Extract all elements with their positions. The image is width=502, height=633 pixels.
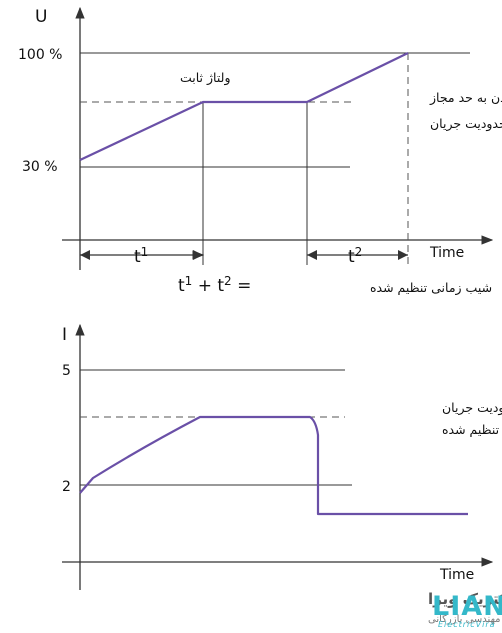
annotation-ramp-time-text: شیب زمانی تنظیم شده xyxy=(370,280,492,296)
annotation-set-limit-1: محدودیت جریان xyxy=(442,400,502,416)
company-logo: لیان الکتریک ویرا شرکت مهندسی بازرگانی L… xyxy=(428,590,502,629)
interval-t1-label: t1 xyxy=(134,245,148,267)
logo-subtitle: شرکت مهندسی بازرگانی xyxy=(428,613,502,625)
interval-t1-arrowhead-right xyxy=(193,250,203,260)
current-x-label: Time xyxy=(439,567,474,583)
voltage-curve xyxy=(79,52,409,161)
current-tick-5: 5 xyxy=(62,363,71,379)
interval-t2-label: t2 xyxy=(348,245,362,267)
interval-t1-arrowhead-left xyxy=(80,250,90,260)
annotation-set-limit-2: تنظیم شده xyxy=(442,422,500,438)
current-tick-2: 2 xyxy=(62,479,71,495)
logo-mark-sub: ElectricVira xyxy=(438,620,496,629)
current-curve xyxy=(79,415,468,516)
annotation-constant-voltage: ولتاژ ثابت xyxy=(180,70,230,86)
annotation-reach-limit-2: محدودیت جریان xyxy=(430,116,502,132)
interval-t2-arrowhead-right xyxy=(398,250,408,260)
voltage-tick-30: 30 % xyxy=(22,159,58,175)
current-chart: I Time 5 2 محدودیت جریان تنظیم شده xyxy=(62,323,502,590)
logo-mark: LIAN xyxy=(432,591,502,622)
voltage-y-label: U xyxy=(35,7,47,27)
annotation-ramp-time-formula: t1 + t2 = xyxy=(178,274,251,296)
annotation-reach-limit-1: رسیدن به حد مجاز xyxy=(429,90,502,106)
current-y-label: I xyxy=(62,325,67,345)
voltage-x-label: Time xyxy=(429,245,464,261)
logo-company-name: لیان الکتریک ویرا xyxy=(428,590,502,608)
interval-t2-arrowhead-left xyxy=(307,250,317,260)
voltage-tick-100: 100 % xyxy=(18,47,62,63)
voltage-chart: U Time 100 % 30 % t1 t2 ولتاژ ثابت رسیدن… xyxy=(18,6,502,296)
